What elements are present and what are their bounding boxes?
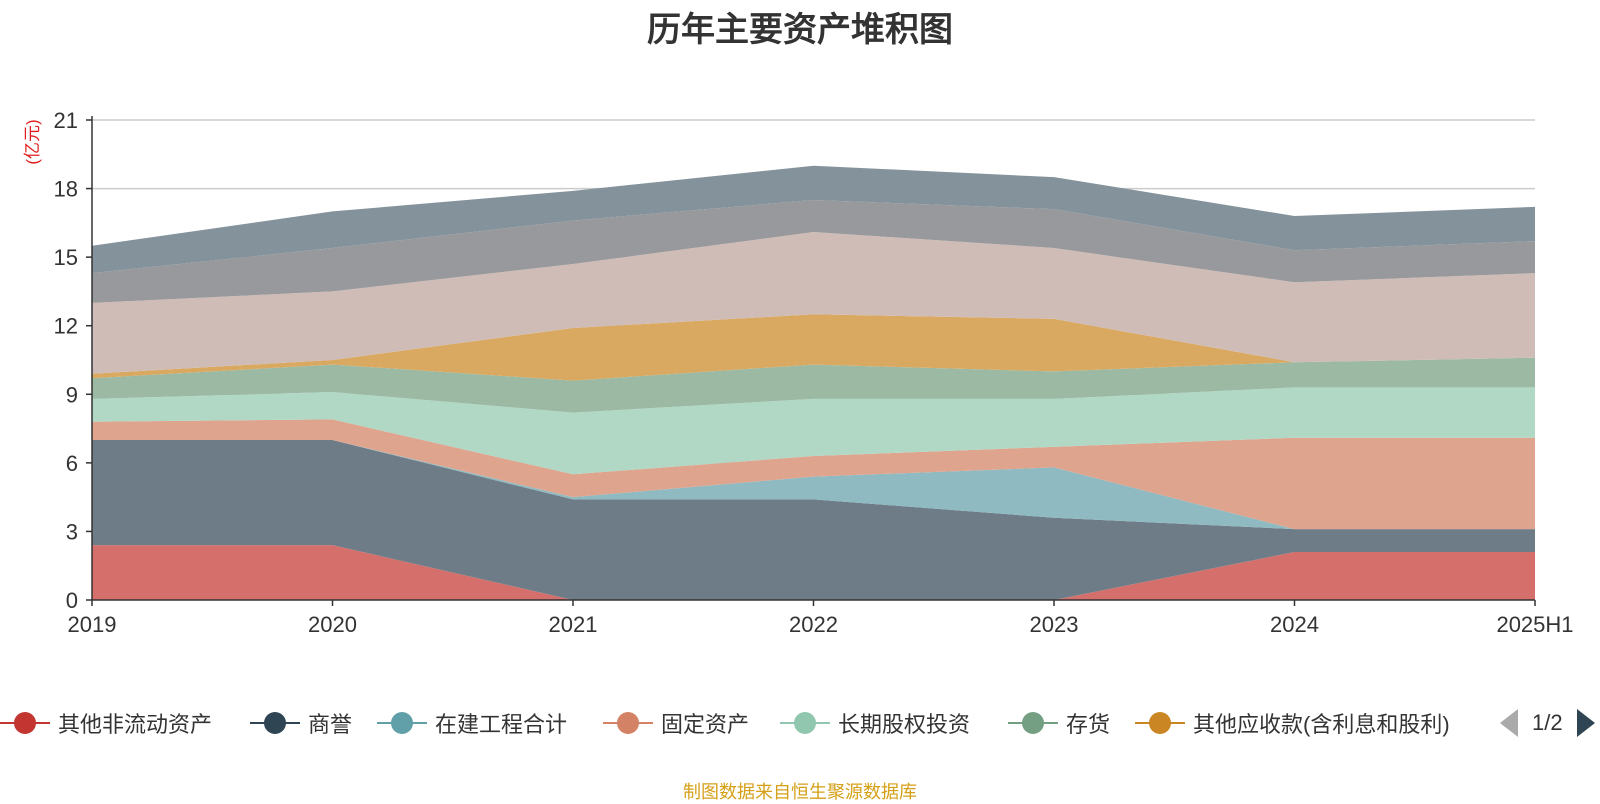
legend-label: 其他非流动资产: [58, 712, 213, 737]
y-tick-label: 6: [66, 451, 78, 476]
x-tick-label: 2020: [308, 612, 357, 637]
y-tick-label: 9: [66, 382, 78, 407]
legend-marker-icon: [1008, 705, 1058, 741]
x-tick-label: 2025H1: [1496, 612, 1573, 637]
x-tick-label: 2024: [1270, 612, 1319, 637]
area-series-5: [92, 357, 1535, 413]
legend-item[interactable]: 在建工程合计: [377, 705, 567, 741]
legend-marker-icon: [250, 705, 300, 741]
y-tick-label: 3: [66, 519, 78, 544]
legend-prev-page-icon[interactable]: [1500, 709, 1518, 737]
legend-item[interactable]: 存货: [1008, 705, 1110, 741]
legend-item[interactable]: 商誉: [250, 705, 352, 741]
area-series: [92, 165, 1535, 600]
legend-label: 存货: [1066, 712, 1111, 737]
legend-label: 固定资产: [661, 712, 750, 737]
legend-pager: 1/2: [1500, 705, 1595, 741]
area-series-3: [92, 419, 1535, 530]
legend-marker-icon: [377, 705, 427, 741]
area-series-4: [92, 387, 1535, 475]
chart-title: 历年主要资产堆积图: [647, 11, 953, 49]
legend-label: 其他应收款(含利息和股利): [1193, 712, 1450, 737]
legend-item[interactable]: 其他应收款(含利息和股利): [1135, 705, 1450, 741]
legend-page-indicator: 1/2: [1532, 710, 1563, 735]
area-series-8: [92, 200, 1535, 303]
legend: 其他非流动资产 商誉 在建工程合计 固定资产 长期股权投资 存货 其他应收款(含利息和股利): [0, 705, 1600, 741]
x-tick-label: 2021: [549, 612, 598, 637]
area-series-1: [92, 440, 1535, 600]
y-tick-label: 18: [54, 177, 78, 202]
legend-label: 长期股权投资: [838, 712, 971, 737]
area-series-6: [92, 314, 1535, 381]
x-tick-label: 2023: [1030, 612, 1079, 637]
y-tick-label: 12: [54, 314, 78, 339]
legend-next-page-icon[interactable]: [1576, 709, 1595, 737]
area-series-0: [92, 545, 1535, 600]
area-series-2: [92, 440, 1535, 530]
area-series-7: [92, 232, 1535, 374]
legend-item[interactable]: 固定资产: [603, 705, 749, 741]
y-axis-unit-label: (亿元): [23, 119, 42, 164]
legend-label: 商誉: [308, 712, 353, 737]
legend-marker-icon: [1135, 705, 1185, 741]
y-tick-label: 0: [66, 588, 78, 613]
x-tick-label: 2022: [789, 612, 838, 637]
legend-marker-icon: [0, 705, 50, 741]
legend-item[interactable]: 其他非流动资产: [0, 705, 212, 741]
legend-label: 在建工程合计: [435, 712, 568, 737]
area-series-9: [92, 165, 1535, 274]
y-tick-label: 21: [54, 108, 78, 133]
source-note: 制图数据来自恒生聚源数据库: [683, 782, 917, 802]
x-tick-label: 2019: [68, 612, 117, 637]
legend-item[interactable]: 长期股权投资: [780, 705, 970, 741]
axes: 0 3 6 9 12 15 18 21 2019 2020 2021 2022 2023 2024 2025…: [54, 108, 1574, 637]
y-tick-label: 15: [54, 245, 78, 270]
legend-marker-icon: [780, 705, 830, 741]
legend-marker-icon: [603, 705, 653, 741]
